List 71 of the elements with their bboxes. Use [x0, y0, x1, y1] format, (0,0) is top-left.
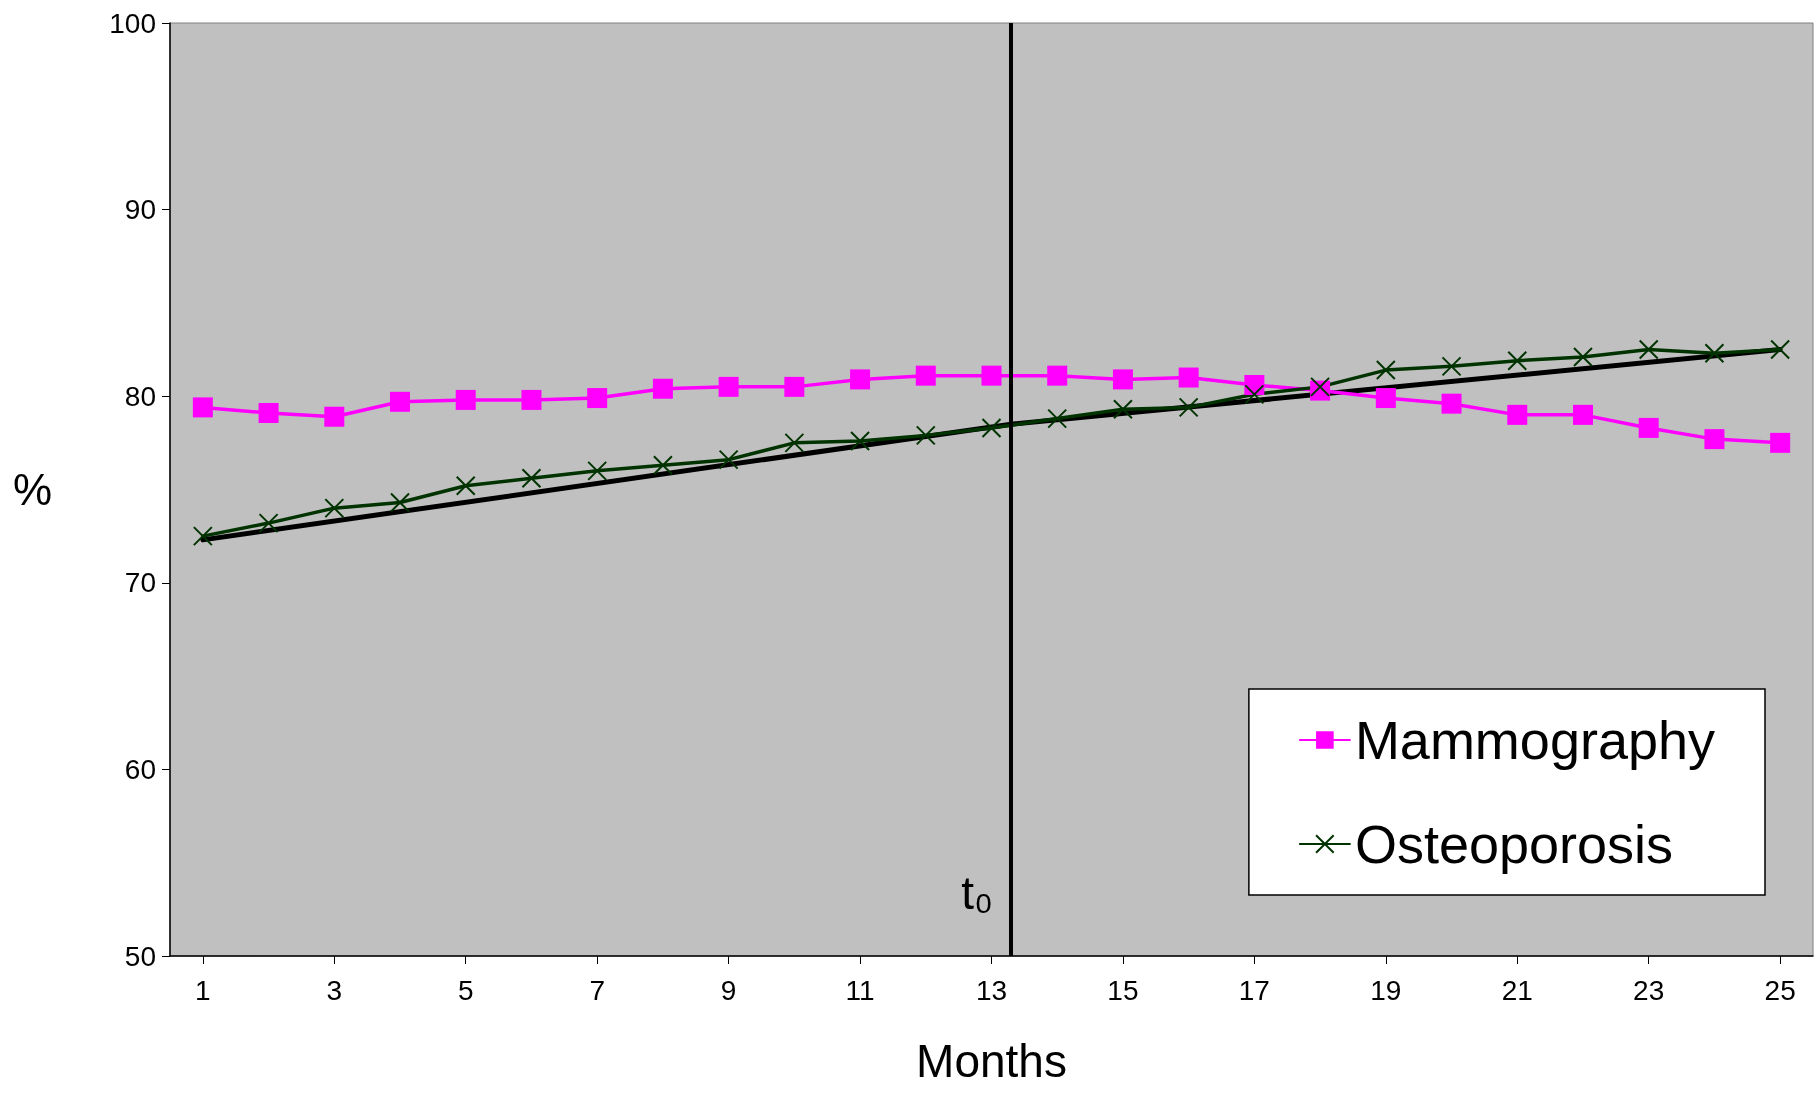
point	[850, 369, 871, 390]
point	[1704, 429, 1725, 450]
x-tick-label: 23	[1633, 974, 1665, 1006]
point	[1770, 339, 1791, 360]
x-tick-label: 17	[1238, 974, 1270, 1006]
point	[258, 513, 279, 534]
point	[981, 417, 1002, 438]
point	[784, 376, 805, 397]
x-tick-label: 21	[1501, 974, 1533, 1006]
ref-line-label: t₀	[961, 867, 994, 919]
point	[455, 389, 476, 410]
point	[192, 526, 213, 547]
point	[652, 455, 673, 476]
x-tick-label: 7	[589, 974, 605, 1006]
y-tick-label: 50	[124, 940, 156, 972]
point	[258, 402, 279, 423]
y-tick-label: 80	[124, 380, 156, 412]
y-tick-label: 90	[124, 194, 156, 226]
point	[915, 365, 936, 386]
point	[521, 389, 542, 410]
point	[324, 406, 345, 427]
point	[1441, 393, 1462, 414]
y-tick-label: 60	[124, 753, 156, 785]
point	[390, 492, 411, 513]
legend-label: Osteoporosis	[1354, 814, 1674, 874]
point	[1638, 339, 1659, 360]
point	[192, 397, 213, 418]
point	[1112, 369, 1133, 390]
x-tick-label: 11	[845, 974, 875, 1006]
point	[324, 498, 345, 519]
legend-label: Mammography	[1354, 710, 1715, 770]
point	[1244, 384, 1265, 405]
point	[1375, 388, 1396, 409]
point	[390, 391, 411, 412]
point	[652, 378, 673, 399]
point	[1178, 397, 1199, 418]
point	[1572, 404, 1593, 425]
point	[587, 388, 608, 409]
point	[1178, 367, 1199, 388]
point	[718, 449, 739, 470]
y-axis-title: %	[12, 465, 52, 514]
y-tick-label: 100	[109, 7, 156, 39]
point	[1704, 343, 1725, 364]
point	[850, 430, 871, 451]
point	[587, 460, 608, 481]
point	[1638, 417, 1659, 438]
point	[1572, 347, 1593, 368]
x-tick-label: 19	[1370, 974, 1402, 1006]
point	[718, 376, 739, 397]
point	[981, 365, 1002, 386]
x-tick-label: 25	[1764, 974, 1796, 1006]
point	[1770, 432, 1791, 453]
point	[784, 432, 805, 453]
x-tick-label: 15	[1107, 974, 1139, 1006]
x-tick-label: 5	[457, 974, 474, 1006]
point	[1047, 408, 1068, 429]
x-tick-label: 3	[326, 974, 343, 1006]
point	[1047, 365, 1068, 386]
x-axis-title: Months	[916, 1035, 1067, 1087]
x-tick-label: 1	[195, 974, 211, 1006]
point	[1441, 356, 1462, 377]
y-tick-label: 70	[124, 567, 156, 599]
x-tick-label: 13	[975, 974, 1008, 1006]
point	[915, 425, 936, 446]
point	[1507, 404, 1528, 425]
point	[1507, 350, 1528, 371]
point	[521, 468, 542, 489]
point	[1375, 360, 1396, 381]
point	[455, 475, 476, 496]
x-tick-label: 9	[720, 974, 737, 1006]
point	[1112, 399, 1133, 420]
